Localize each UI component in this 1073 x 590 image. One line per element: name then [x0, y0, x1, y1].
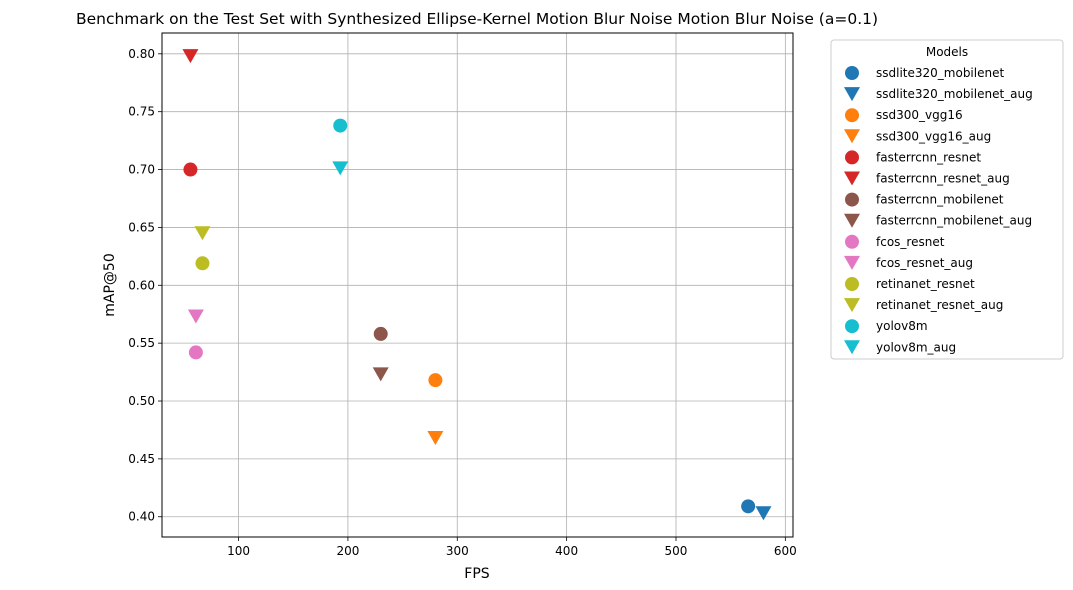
legend: Models ssdlite320_mobilenetssdlite320_mo…: [830, 39, 1064, 360]
legend-marker-ssdlite320_mobilenet_aug: [844, 87, 860, 102]
x-tick-label: 300: [446, 544, 469, 558]
data-point-fasterrcnn_resnet_aug: [182, 49, 199, 64]
legend-label: ssd300_vgg16: [876, 108, 963, 122]
x-axis-label: FPS: [464, 566, 489, 582]
x-tick-label: 100: [227, 544, 250, 558]
data-point-fasterrcnn_mobilenet_aug: [372, 367, 389, 382]
legend-label: fcos_resnet_aug: [876, 256, 973, 270]
legend-box: [830, 39, 1064, 360]
data-point-yolov8m_aug: [332, 161, 349, 176]
y-tick-label: 0.75: [128, 105, 155, 119]
legend-label: yolov8m_aug: [876, 340, 956, 354]
data-point-retinanet_resnet: [195, 256, 210, 271]
y-tick-label: 0.65: [128, 220, 155, 234]
legend-marker-fcos_resnet_aug: [844, 255, 860, 270]
data-point-fcos_resnet_aug: [187, 309, 204, 324]
data-point-ssdlite320_mobilenet: [741, 499, 756, 514]
legend-marker-retinanet_resnet: [845, 277, 859, 291]
legend-title: Models: [926, 45, 968, 59]
legend-marker-fasterrcnn_resnet: [845, 150, 859, 165]
x-tick-label: 400: [555, 544, 578, 558]
legend-entries: ssdlite320_mobilenet ssdlite320_mobilenet…: [844, 66, 1033, 355]
legend-marker-ssdlite320_mobilenet: [845, 66, 859, 80]
x-tick-label: 600: [774, 544, 797, 558]
y-axis-label: mAP@50: [102, 253, 118, 316]
legend-marker-fasterrcnn_resnet_aug: [844, 171, 860, 186]
legend-label: fasterrcnn_resnet: [876, 150, 981, 164]
legend-label: ssd300_vgg16_aug: [876, 129, 991, 143]
y-tick-label: 0.60: [128, 278, 155, 292]
legend-marker-yolov8m: [845, 319, 859, 334]
legend-label: ssdlite320_mobilenet_aug: [876, 87, 1033, 101]
legend-label: fasterrcnn_resnet_aug: [876, 172, 1010, 186]
tick-layer: 100 200 300 400 500 600 0.40 0.45 0.50 0.55 0.60 0.…: [128, 47, 797, 558]
data-point-ssd300_vgg16_aug: [427, 431, 444, 446]
legend-label: fasterrcnn_mobilenet_aug: [876, 214, 1032, 228]
points-layer: [182, 49, 772, 521]
data-point-ssdlite320_mobilenet_aug: [755, 506, 772, 521]
y-tick-label: 0.45: [128, 452, 155, 466]
legend-label: fasterrcnn_mobilenet: [876, 193, 1004, 207]
y-tick-label: 0.55: [128, 336, 155, 350]
y-tick-label: 0.80: [128, 47, 155, 61]
x-tick-label: 500: [665, 544, 688, 558]
x-tick-label: 200: [336, 544, 359, 558]
legend-marker-fcos_resnet: [845, 234, 859, 249]
legend-label: fcos_resnet: [876, 235, 945, 249]
legend-label: yolov8m: [876, 319, 928, 333]
legend-marker-ssd300_vgg16_aug: [844, 129, 860, 144]
chart-title: Benchmark on the Test Set with Synthesiz…: [76, 10, 878, 28]
plot-frame: [161, 32, 794, 538]
data-point-retinanet_resnet_aug: [194, 226, 211, 241]
data-point-fasterrcnn_resnet: [183, 162, 198, 177]
grid-layer: [162, 33, 793, 537]
data-point-yolov8m: [333, 118, 348, 133]
data-point-ssd300_vgg16: [428, 373, 443, 388]
legend-marker-ssd300_vgg16: [845, 108, 859, 123]
y-tick-label: 0.70: [128, 163, 155, 177]
legend-marker-fasterrcnn_mobilenet: [845, 192, 859, 207]
legend-label: ssdlite320_mobilenet: [876, 66, 1004, 80]
legend-label: retinanet_resnet: [876, 277, 975, 291]
y-tick-label: 0.40: [128, 510, 155, 524]
data-point-fcos_resnet: [188, 345, 203, 360]
legend-marker-fasterrcnn_mobilenet_aug: [844, 213, 860, 228]
data-point-fasterrcnn_mobilenet: [373, 326, 388, 341]
legend-label: retinanet_resnet_aug: [876, 298, 1003, 312]
legend-marker-yolov8m_aug: [844, 340, 860, 355]
legend-marker-retinanet_resnet_aug: [844, 298, 860, 313]
y-tick-label: 0.50: [128, 394, 155, 408]
